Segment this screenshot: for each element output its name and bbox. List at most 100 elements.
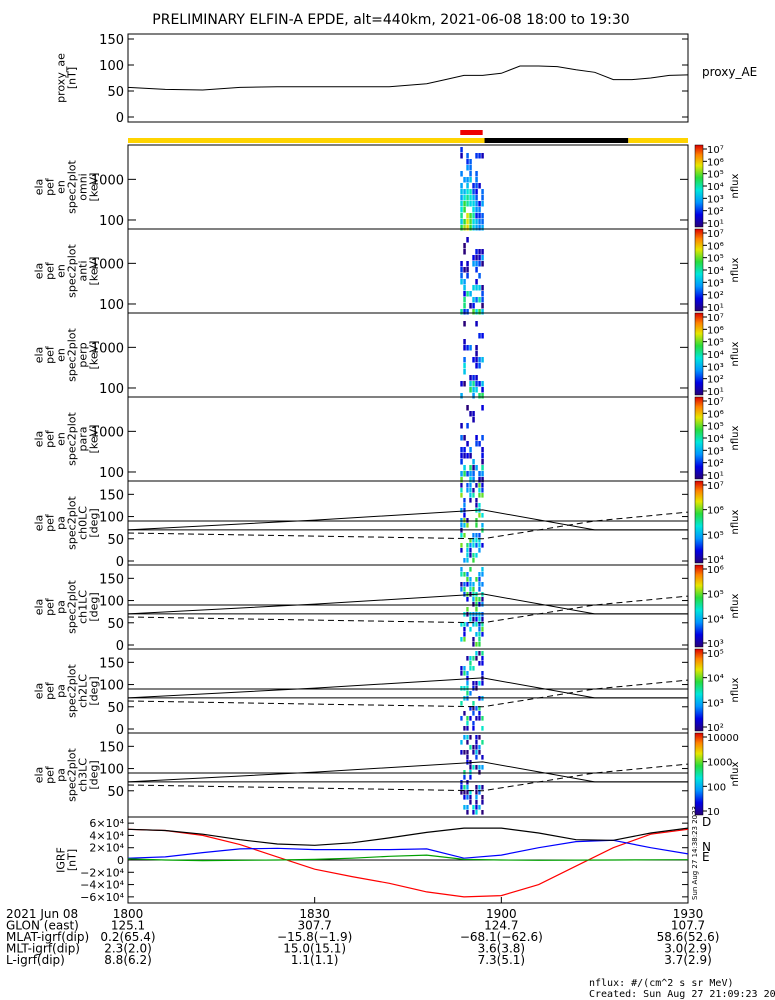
spec-cell [469,387,472,393]
pa-1-ylabel: pef [44,597,57,616]
spec-cell [478,363,481,369]
ae-ylabel: [nT] [66,67,79,89]
pa-cell [469,493,472,498]
eph-row-label: MLT-igrf(dip) [6,942,80,956]
spec-cell [481,303,484,309]
pa-cell [466,721,469,726]
pa-cell [472,597,475,602]
spec-cell [475,279,478,285]
spec-ytick-label: 100 [99,214,124,229]
pa-3-ylabel: ela [33,767,46,784]
spec-cell [463,243,466,249]
pa-cell [466,740,469,745]
pa-cell [481,513,484,518]
eph-value: 0.2(65.4) [100,930,155,944]
colorbar-scale [694,564,704,648]
spec-cell [463,189,466,195]
spec-cell [463,303,466,309]
spec-cell [466,261,469,267]
pa-cell [466,572,469,577]
pa-cell [469,765,472,770]
pa-cell [481,567,484,572]
spec-cell [463,279,466,285]
pa-cell [463,770,466,775]
spec-cell [472,219,475,225]
spec-2-ylabel: [keV] [88,341,101,370]
loss-cone-antiparallel-line [127,763,689,792]
pa-2-ylabel: pef [44,681,57,700]
pa-cell [472,642,475,647]
pa-cell [472,587,475,592]
pa-1-ylabel: [deg] [88,592,101,621]
spec-cell [481,219,484,225]
spec-cell [472,183,475,189]
spec-ytick-label: 100 [99,466,124,481]
spec-cell [463,285,466,291]
pa-cell [481,755,484,760]
spec-cell [466,405,469,411]
spec-cell [472,189,475,195]
spec-3-ylabel: [keV] [88,425,101,454]
spec-frame [127,144,689,230]
colorbar-label: 10 [707,807,720,818]
pa-cell [475,503,478,508]
eph-value: 58.6(52.6) [657,930,720,944]
colorbar-label: 10⁶ [707,565,724,576]
pa-cell [460,637,463,642]
eph-value: 1900 [486,907,517,921]
energy-spectrogram-panels: 1001000elapefenspec2plotomni[keV]1001000… [33,144,689,483]
pa-cell [466,805,469,810]
colorbar-scale [694,480,704,564]
pa-cell [472,493,475,498]
spec-cell [466,165,469,171]
spec-cell [460,477,463,483]
pa-cell [478,790,481,795]
eph-value: 107.7 [671,919,705,933]
pa-ytick-label: 150 [99,740,124,755]
pa-cell [478,538,481,543]
spec-cell [469,375,472,381]
spec-cell [472,225,475,231]
pa-cell [478,745,481,750]
units-note: nflux: #/(cm^2 s sr MeV) [589,978,734,989]
created-note: Created: Sun Aug 27 21:09:23 2023 [589,989,775,1000]
spec-cell [481,471,484,477]
pa-cell [469,582,472,587]
pa-cell [466,810,469,815]
pa-cell [475,602,478,607]
pa-cell [481,800,484,805]
pa-cell [481,651,484,656]
pa-cell [472,637,475,642]
spec-cell [469,447,472,453]
pa-cell [478,493,481,498]
pa-cell [478,533,481,538]
spec-cell [478,285,481,291]
colorbar-label: 10⁶ [707,506,724,517]
pa-cell [478,681,481,686]
igrf-ylabel: IGRF [55,847,68,873]
ae-ytick-label: 0 [116,111,124,126]
pa-cell [469,691,472,696]
eph-value: 2.3(2.0) [104,942,152,956]
colorbar-6: 10² 10³ 10⁴ 10⁵ nflux [694,648,741,734]
pa-cell [460,488,463,493]
spec-cell [460,213,463,219]
colorbar-label: 10² [707,291,724,302]
spec-cell [481,249,484,255]
spec-cell [463,465,466,471]
pa-cell [460,483,463,488]
spec-cell [481,225,484,231]
colorbar-label: 10⁵ [707,649,724,660]
pa-cell [478,572,481,577]
pa-cell [472,656,475,661]
spec-cell [469,291,472,297]
spec-cell [472,255,475,261]
spec-cell [460,471,463,477]
eph-value: 7.3(5.1) [478,953,526,967]
spec-cell [481,393,484,399]
spec-cell [475,309,478,315]
spec-cell [460,309,463,315]
eph-value: 3.0(2.9) [664,942,712,956]
